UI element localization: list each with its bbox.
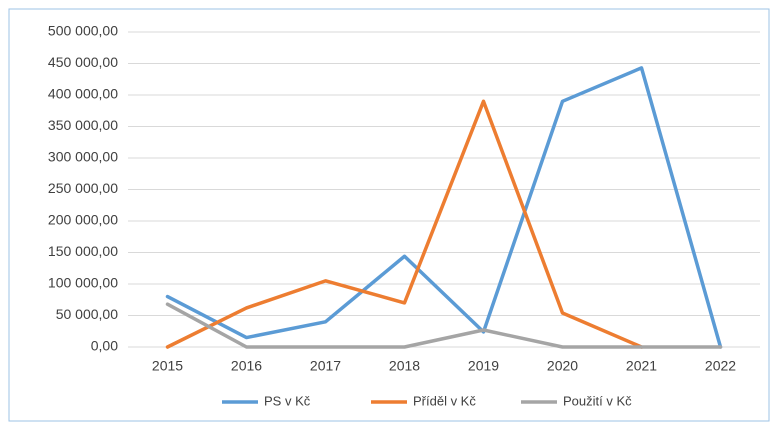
y-tick-label: 100 000,00 (48, 275, 118, 291)
x-tick-label: 2017 (310, 358, 341, 374)
x-tick-label: 2021 (626, 358, 657, 374)
x-tick-label: 2015 (152, 358, 183, 374)
y-tick-label: 350 000,00 (48, 117, 118, 133)
legend-label: PS v Kč (264, 393, 311, 408)
y-tick-label: 500 000,00 (48, 23, 118, 39)
y-tick-label: 200 000,00 (48, 212, 118, 228)
x-tick-label: 2019 (468, 358, 499, 374)
y-tick-label: 150 000,00 (48, 243, 118, 259)
legend-label: Použití v Kč (563, 393, 632, 408)
x-tick-label: 2018 (389, 358, 420, 374)
y-tick-label: 400 000,00 (48, 86, 118, 102)
y-tick-label: 300 000,00 (48, 149, 118, 165)
x-tick-label: 2022 (705, 358, 736, 374)
series-line (165, 302, 723, 349)
x-tick-label: 2016 (231, 358, 262, 374)
x-tick-label: 2020 (547, 358, 578, 374)
y-tick-label: 0,00 (91, 338, 118, 354)
series-line (165, 99, 644, 349)
y-tick-label: 450 000,00 (48, 54, 118, 70)
y-tick-label: 50 000,00 (56, 306, 118, 322)
series-line (165, 66, 723, 349)
legend-label: Příděl v Kč (413, 393, 476, 408)
y-tick-label: 250 000,00 (48, 180, 118, 196)
chart-border (8, 8, 770, 422)
